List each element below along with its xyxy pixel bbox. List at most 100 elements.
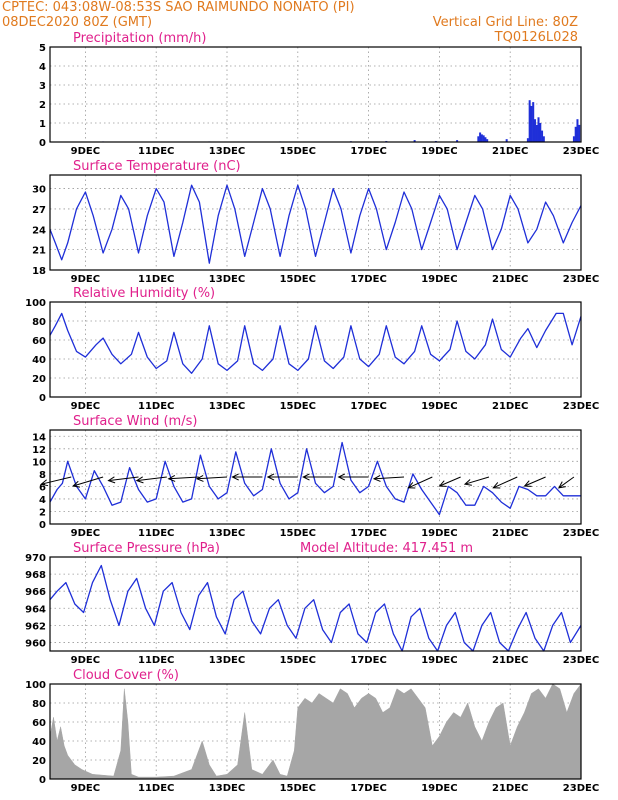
cloud-cover-y-tick-label: 40 xyxy=(32,737,46,748)
wind-vector xyxy=(41,476,72,485)
precipitation-bar xyxy=(456,140,459,142)
wind-y-tick-label: 10 xyxy=(32,457,46,468)
humidity-y-tick-label: 100 xyxy=(25,298,46,309)
precipitation-bar xyxy=(532,102,535,142)
wind-arrowhead xyxy=(135,476,144,484)
temperature-x-tick-label: 11DEC xyxy=(138,274,174,285)
humidity-x-tick-label: 15DEC xyxy=(280,401,316,412)
precipitation-bar xyxy=(578,124,581,142)
wind-vector xyxy=(108,476,139,482)
cloud-cover-frame xyxy=(49,683,582,780)
precipitation-bar xyxy=(479,132,482,142)
precipitation-y-tick-label: 3 xyxy=(39,81,46,92)
temperature-x-tick-label: 23DEC xyxy=(563,274,599,285)
precipitation-x-tick-label: 23DEC xyxy=(563,146,599,157)
precipitation-bar xyxy=(480,134,483,142)
pressure-x-tick-label: 17DEC xyxy=(350,655,386,666)
precipitation-bar xyxy=(486,139,489,142)
wind-x-tick-label: 15DEC xyxy=(280,528,316,539)
pressure-y-tick-label: 962 xyxy=(25,621,46,632)
cloud-cover-x-tick-label: 15DEC xyxy=(280,783,316,794)
pressure-subtitle: Model Altitude: 417.451 m xyxy=(300,541,473,556)
pressure-y-tick-label: 966 xyxy=(25,587,46,598)
cloud-cover-area xyxy=(49,683,582,780)
precipitation-x-tick-label: 9DEC xyxy=(71,146,100,157)
pressure-y-tick-label: 970 xyxy=(25,553,46,564)
cloud-cover-title: Cloud Cover (%) xyxy=(73,668,179,683)
wind-title: Surface Wind (m/s) xyxy=(73,414,197,429)
precipitation-bar xyxy=(482,135,485,142)
precipitation-bar xyxy=(477,136,480,142)
pressure-frame xyxy=(49,556,582,652)
wind-x-tick-label: 19DEC xyxy=(421,528,457,539)
temperature-x-tick-label: 15DEC xyxy=(280,274,316,285)
precipitation-bar xyxy=(572,136,575,142)
wind-vector xyxy=(168,476,199,480)
humidity-x-tick-label: 11DEC xyxy=(138,401,174,412)
pressure-x-tick-label: 9DEC xyxy=(71,655,100,666)
precipitation-y-tick-label: 1 xyxy=(39,119,46,130)
precipitation-bar xyxy=(537,117,540,142)
wind-y-tick-label: 8 xyxy=(39,470,46,481)
wind-arrowhead xyxy=(302,473,310,481)
wind-vector xyxy=(373,476,405,480)
wind-vector xyxy=(136,476,167,482)
pressure-x-tick-label: 11DEC xyxy=(138,655,174,666)
temperature-line xyxy=(49,184,582,264)
humidity-title: Relative Humidity (%) xyxy=(73,286,215,301)
temperature-title: Surface Temperature (nC) xyxy=(73,159,241,174)
wind-vector xyxy=(72,476,104,487)
wind-x-tick-label: 13DEC xyxy=(209,528,245,539)
wind-arrowhead xyxy=(195,474,204,482)
temperature-frame xyxy=(49,174,582,271)
temperature-x-tick-label: 13DEC xyxy=(209,274,245,285)
pressure-y-tick-label: 968 xyxy=(25,570,46,581)
precipitation-title: Precipitation (mm/h) xyxy=(73,31,206,46)
precipitation-bar xyxy=(526,138,529,142)
wind-y-tick-label: 14 xyxy=(32,432,46,443)
wind-arrowhead xyxy=(523,480,532,487)
wind-arrowhead xyxy=(492,482,501,489)
pressure-y-tick-label: 960 xyxy=(25,638,46,649)
precipitation-bar xyxy=(576,119,579,142)
temperature-x-tick-label: 9DEC xyxy=(71,274,100,285)
wind-y-tick-label: 12 xyxy=(32,445,46,456)
precipitation-bar xyxy=(528,100,531,142)
cloud-cover-y-tick-label: 20 xyxy=(32,756,46,767)
humidity-y-tick-label: 40 xyxy=(32,355,46,366)
wind-arrowhead xyxy=(337,473,346,481)
humidity-y-tick-label: 80 xyxy=(32,317,46,328)
cloud-cover-y-tick-label: 80 xyxy=(32,699,46,710)
header-date: 08DEC2020 80Z (GMT) xyxy=(2,15,152,30)
wind-arrowhead xyxy=(40,479,49,487)
wind-y-tick-label: 4 xyxy=(39,495,46,506)
temperature-y-tick-label: 30 xyxy=(32,185,46,196)
wind-arrowhead xyxy=(71,480,81,488)
humidity-x-tick-label: 9DEC xyxy=(71,401,100,412)
header-model-code: TQ0126L028 xyxy=(494,30,578,45)
wind-x-tick-label: 9DEC xyxy=(71,528,100,539)
humidity-frame xyxy=(49,301,582,398)
wind-vector xyxy=(524,476,546,487)
cloud-cover-y-tick-label: 100 xyxy=(25,680,46,691)
temperature-y-tick-label: 18 xyxy=(32,266,46,277)
wind-x-tick-label: 21DEC xyxy=(492,528,528,539)
wind-frame xyxy=(49,429,582,525)
cloud-cover-x-tick-label: 13DEC xyxy=(209,783,245,794)
precipitation-bar xyxy=(530,105,533,142)
precipitation-x-tick-label: 11DEC xyxy=(138,146,174,157)
humidity-line xyxy=(49,312,582,374)
wind-vector xyxy=(439,476,461,487)
humidity-x-tick-label: 19DEC xyxy=(421,401,457,412)
precipitation-bar xyxy=(484,137,487,142)
wind-arrowhead xyxy=(438,480,447,487)
cloud-cover-x-tick-label: 19DEC xyxy=(421,783,457,794)
precipitation-bar xyxy=(542,136,545,142)
cloud-cover-x-tick-label: 9DEC xyxy=(71,783,100,794)
precipitation-y-tick-label: 5 xyxy=(39,43,46,54)
wind-y-tick-label: 6 xyxy=(39,482,46,493)
humidity-y-tick-label: 0 xyxy=(39,393,46,404)
pressure-title: Surface Pressure (hPa) xyxy=(73,541,220,556)
pressure-x-tick-label: 23DEC xyxy=(563,655,599,666)
